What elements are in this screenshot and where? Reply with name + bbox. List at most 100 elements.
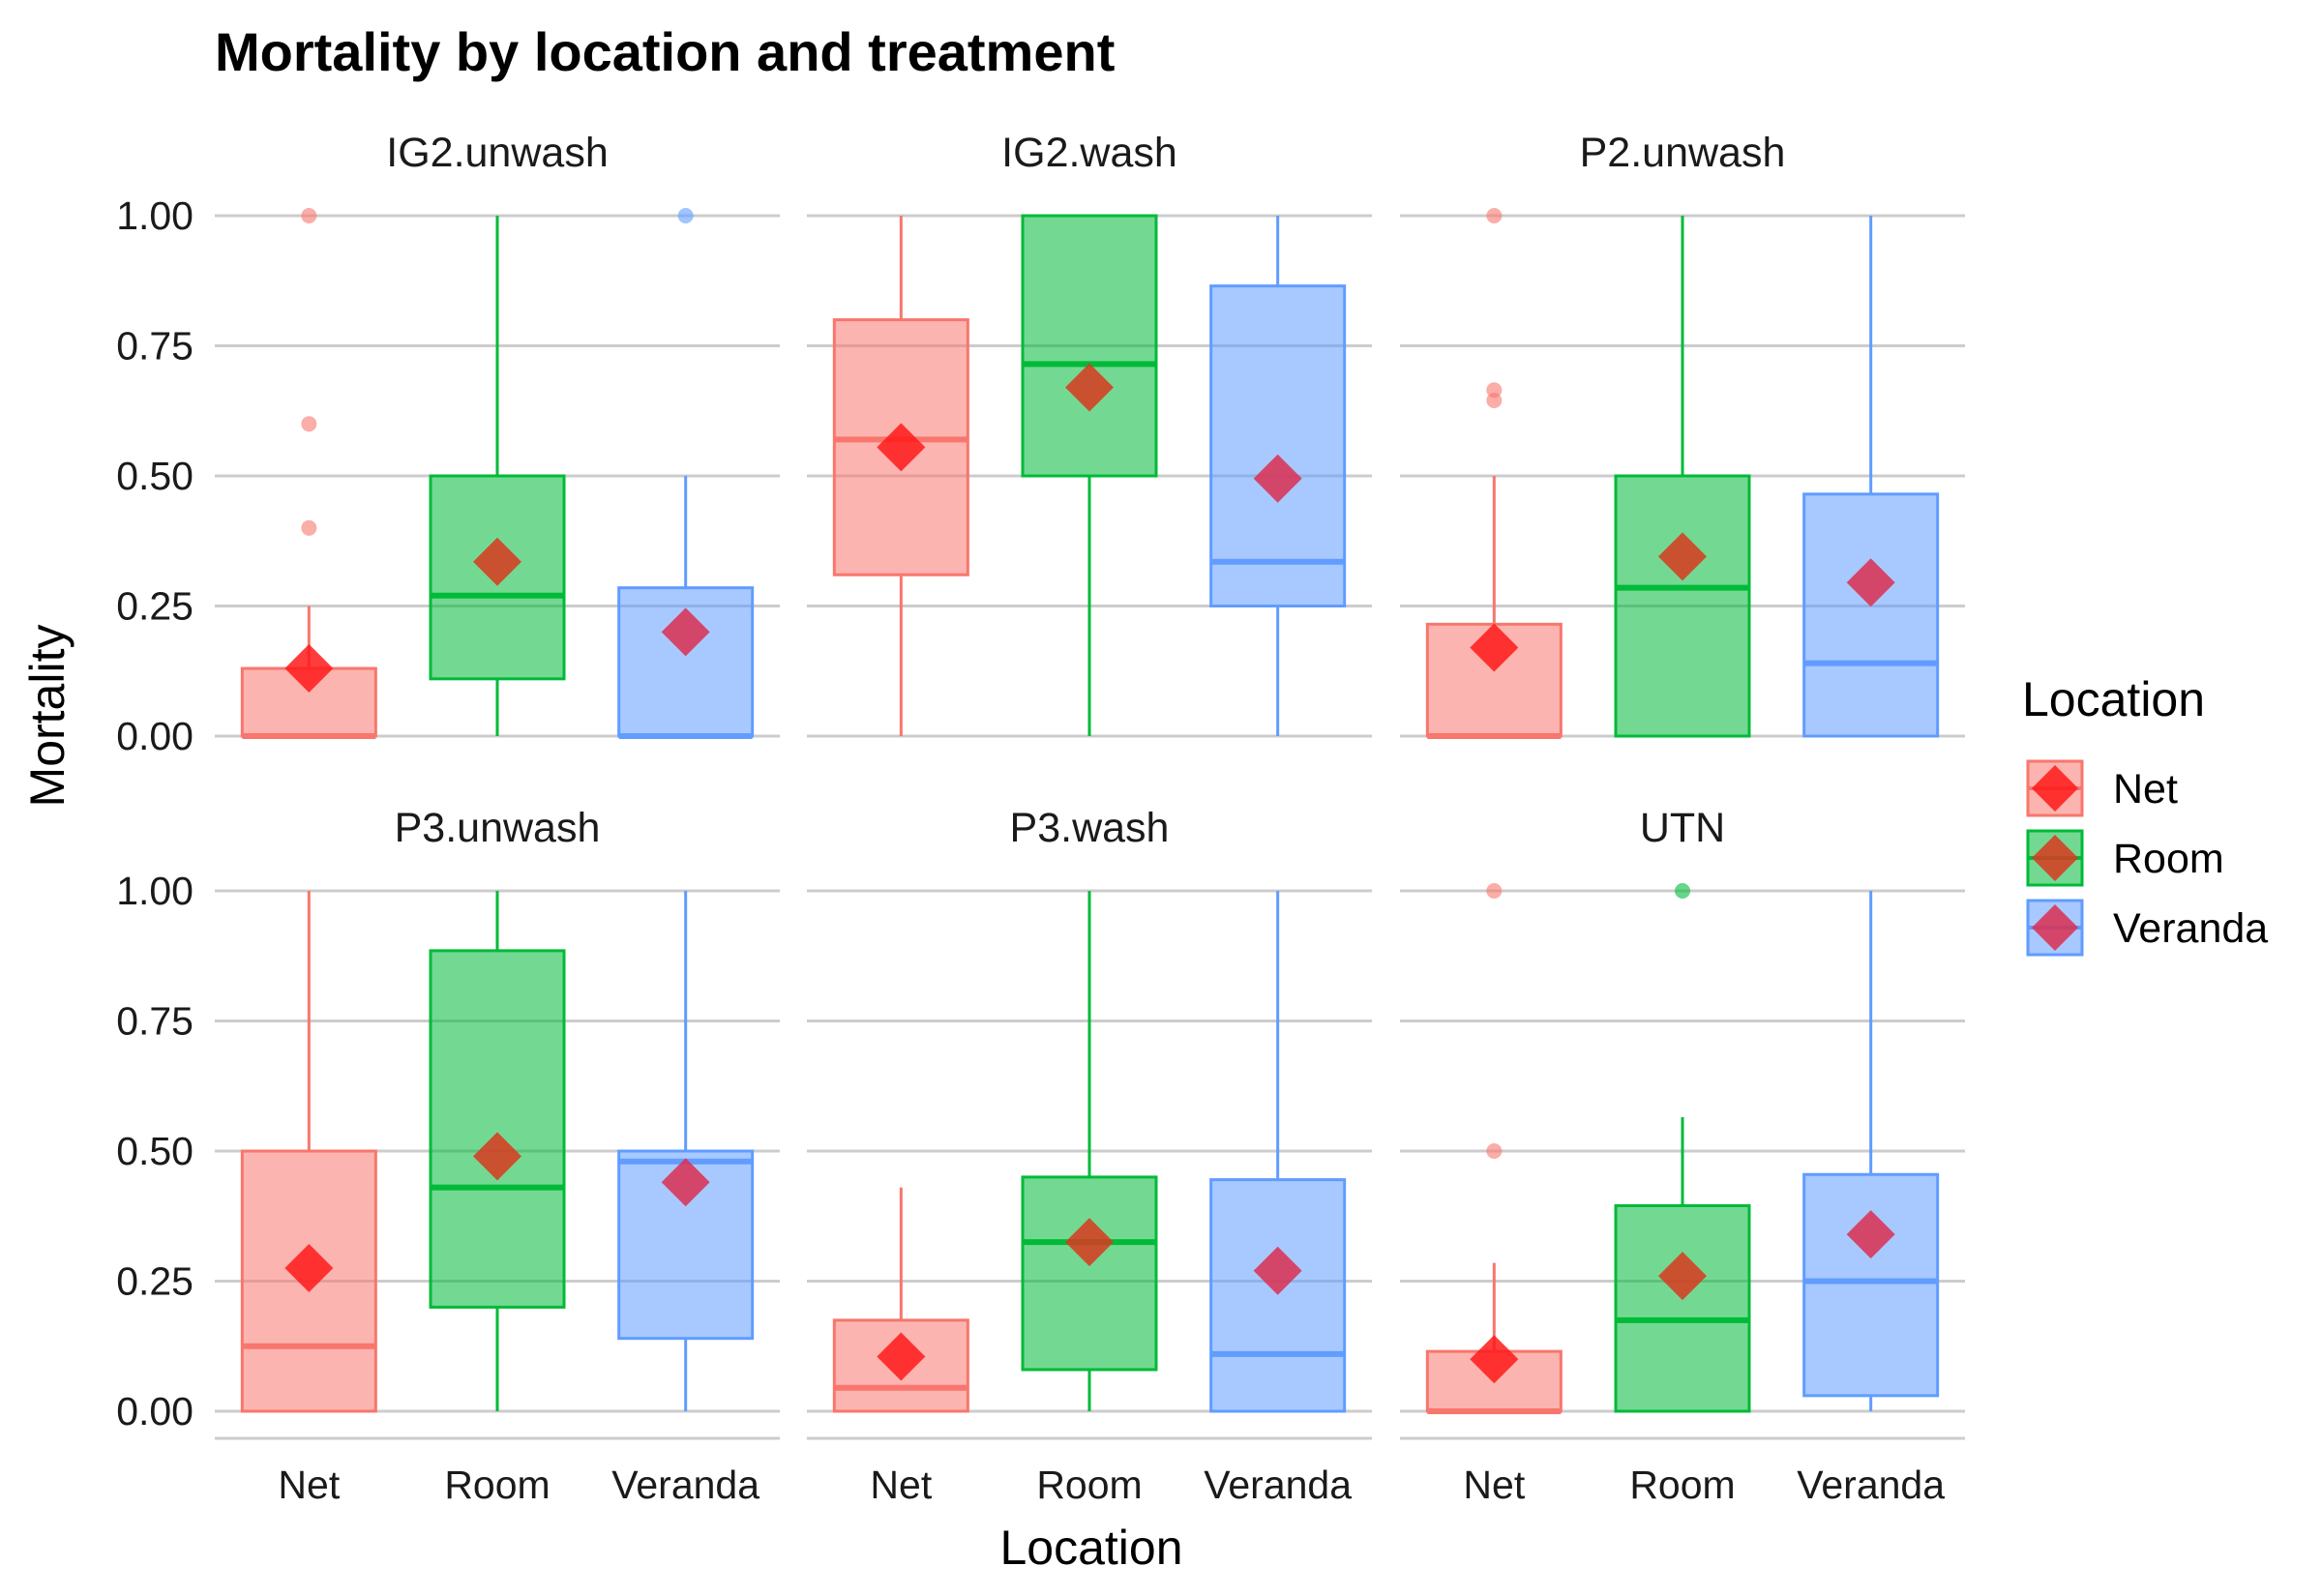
box-veranda: [617, 891, 755, 1411]
box-veranda: [1802, 891, 1940, 1411]
legend-label: Veranda: [2113, 905, 2268, 952]
facet-label: IG2.unwash: [386, 130, 608, 176]
box-body: [1021, 214, 1158, 478]
chart-title: Mortality by location and treatment: [215, 21, 1115, 82]
outlier-point: [301, 519, 317, 536]
y-tick-label: 0.75: [116, 999, 194, 1044]
outlier-point: [1486, 392, 1503, 408]
outlier-point: [1486, 883, 1503, 899]
x-tick-label: Room: [1036, 1463, 1142, 1507]
mean-marker: [1846, 558, 1895, 607]
mean-marker: [1846, 1210, 1895, 1259]
mean-marker: [1253, 454, 1302, 503]
outlier-point: [301, 208, 317, 223]
box-net: [1425, 883, 1563, 1414]
mean-marker: [877, 1332, 926, 1381]
outlier-point: [1675, 883, 1690, 899]
box-net: [832, 216, 969, 736]
facets-layer: IG2.unwash 0.00 0.25 0.50 0.75 1.00 IG2.wash P2…: [116, 130, 1965, 1507]
facet-label: UTN: [1640, 805, 1725, 851]
mean-marker: [1658, 1252, 1707, 1301]
facet-panel: UTN Net Room Veranda: [1400, 805, 1965, 1507]
mean-marker: [284, 1244, 334, 1293]
y-tick-label: 0.00: [116, 714, 194, 758]
mean-marker: [877, 423, 926, 472]
legend-entry-veranda: Veranda: [2026, 899, 2268, 957]
y-tick-label: 0.25: [116, 1259, 194, 1304]
facet-label: P3.wash: [1010, 805, 1170, 851]
box-room: [1614, 216, 1751, 738]
y-tick-label: 0.00: [116, 1389, 194, 1433]
outlier-point: [301, 416, 317, 432]
legend-label: Net: [2113, 766, 2178, 813]
box-body: [1209, 1178, 1347, 1413]
x-tick-label: Net: [1463, 1463, 1525, 1507]
outlier-point: [1486, 208, 1503, 223]
box-net: [240, 891, 377, 1413]
mean-marker: [1065, 363, 1114, 412]
x-tick-label: Veranda: [1797, 1463, 1945, 1507]
box-net: [1425, 208, 1563, 739]
box-room: [429, 891, 566, 1411]
y-tick-label: 0.75: [116, 324, 194, 369]
box-room: [429, 216, 566, 736]
facet-panel: IG2.unwash 0.00 0.25 0.50 0.75 1.00: [116, 130, 780, 758]
mean-marker: [1658, 532, 1707, 581]
facet-panel: IG2.wash: [807, 130, 1372, 738]
x-tick-label: Room: [444, 1463, 550, 1507]
mean-marker: [1470, 1335, 1519, 1384]
x-tick-label: Net: [870, 1463, 932, 1507]
facet-label: P3.unwash: [395, 805, 601, 851]
legend: Location Net Room Veranda: [2022, 672, 2268, 957]
legend-label: Room: [2113, 836, 2224, 882]
box-veranda: [1209, 891, 1347, 1413]
y-tick-label: 0.25: [116, 584, 194, 629]
mean-marker: [661, 1158, 710, 1207]
y-tick-label: 1.00: [116, 869, 194, 913]
box-body: [832, 318, 969, 576]
legend-entry-net: Net: [2026, 759, 2178, 817]
legend-key-mean: [2032, 835, 2078, 881]
box-veranda: [1802, 216, 1940, 738]
mean-marker: [1470, 623, 1519, 672]
box-body: [1802, 1172, 1940, 1398]
x-tick-label: Net: [278, 1463, 340, 1507]
mean-marker: [284, 644, 334, 694]
facet-panel: P3.unwash 0.00 0.25 0.50 0.75 1.00 Net Room Vera…: [116, 805, 780, 1507]
mean-marker: [473, 537, 521, 586]
y-axis-title: Mortality: [20, 625, 74, 808]
box-body: [429, 949, 566, 1309]
outlier-point: [1486, 1143, 1503, 1159]
box-room: [1021, 891, 1158, 1411]
facet-label: P2.unwash: [1580, 130, 1786, 176]
box-room: [1021, 214, 1158, 736]
x-tick-label: Veranda: [611, 1463, 759, 1507]
box-veranda: [617, 208, 755, 739]
facet-label: IG2.wash: [1001, 130, 1177, 176]
box-body: [1614, 474, 1751, 738]
y-tick-label: 0.50: [116, 1129, 194, 1173]
box-veranda: [1209, 216, 1347, 736]
box-body: [1021, 1175, 1158, 1372]
mean-marker: [1253, 1246, 1302, 1295]
y-tick-label: 1.00: [116, 193, 194, 238]
mean-marker: [473, 1132, 521, 1181]
box-net: [240, 208, 377, 739]
box-net: [832, 1187, 969, 1413]
mean-marker: [1065, 1218, 1114, 1267]
box-room: [1614, 883, 1751, 1413]
box-body: [1209, 284, 1347, 607]
y-tick-label: 0.50: [116, 454, 194, 498]
box-body: [1614, 1203, 1751, 1413]
box-body: [1802, 492, 1940, 738]
x-tick-label: Veranda: [1204, 1463, 1352, 1507]
x-tick-label: Room: [1629, 1463, 1735, 1507]
facet-panel: P2.unwash: [1400, 130, 1965, 739]
x-axis-title: Location: [999, 1521, 1182, 1575]
legend-title: Location: [2022, 672, 2205, 726]
mean-marker: [661, 607, 710, 657]
legend-entry-room: Room: [2026, 829, 2224, 887]
facet-panel: P3.wash Net Room Veranda: [807, 805, 1372, 1507]
